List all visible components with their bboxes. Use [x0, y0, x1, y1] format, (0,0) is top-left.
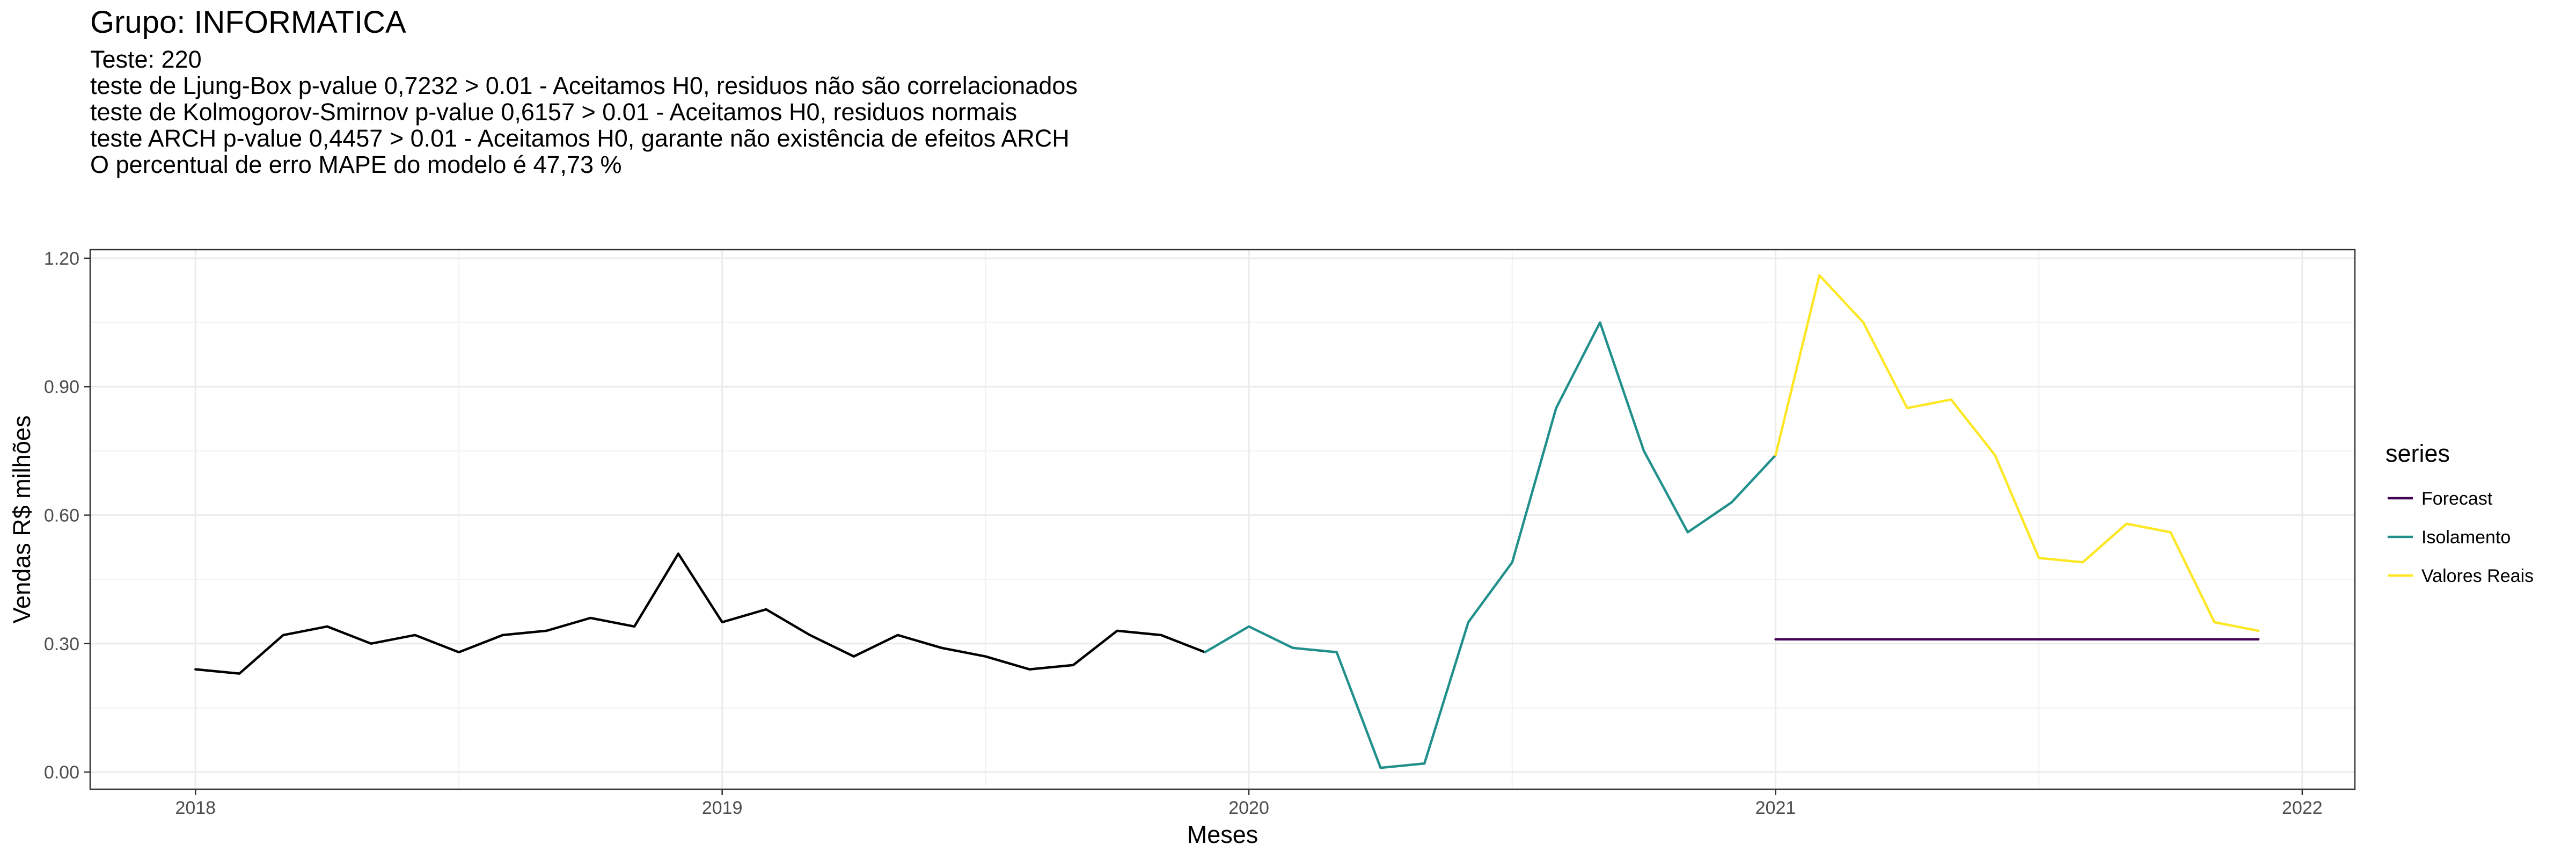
y-tick-label: 1.20: [44, 249, 79, 269]
x-axis-title: Meses: [1187, 821, 1258, 848]
plot-panel-background: [90, 250, 2355, 789]
series-line-historico: [194, 552, 1206, 675]
legend-title: series: [2385, 440, 2450, 467]
subtitle-line: teste de Kolmogorov-Smirnov p-value 0,61…: [90, 98, 1018, 126]
subtitle-line: O percentual de erro MAPE do modelo é 47…: [90, 151, 622, 178]
legend-label-forecast: Forecast: [2421, 489, 2493, 509]
x-tick-label: 2020: [1228, 798, 1269, 818]
series-line-isolamento: [1204, 321, 1777, 769]
y-axis-title: Vendas R$ milhões: [8, 416, 35, 624]
chart-subtitle: Teste: 220 teste de Ljung-Box p-value 0,…: [90, 46, 1078, 178]
subtitle-line: teste ARCH p-value 0,4457 > 0.01 - Aceit…: [90, 125, 1070, 152]
legend-label-isolamento: Isolamento: [2421, 527, 2511, 548]
subtitle-line: Teste: 220: [90, 46, 202, 73]
plot-panel-border: [89, 249, 2356, 790]
series-line-valores-reais: [1774, 274, 2260, 632]
subtitle-line: teste de Ljung-Box p-value 0,7232 > 0.01…: [90, 72, 1078, 99]
series-lines: [194, 274, 2260, 769]
grid: [90, 250, 2355, 789]
y-tick-label: 0.30: [44, 634, 79, 654]
x-tick-label: 2021: [1755, 798, 1796, 818]
legend: series Forecast Isolamento Valores Reais: [2385, 440, 2534, 586]
y-tick-label: 0.60: [44, 506, 79, 526]
x-tick-label: 2018: [175, 798, 216, 818]
axes: 2018 2019 2020 2021 2022 0.00 0.30 0.60 0.90 1.20: [44, 249, 2323, 818]
x-tick-label: 2022: [2282, 798, 2323, 818]
y-tick-label: 0.00: [44, 762, 79, 783]
x-tick-label: 2019: [702, 798, 743, 818]
chart-title: Grupo: INFORMATICA: [90, 5, 406, 40]
y-tick-label: 0.90: [44, 377, 79, 397]
legend-label-valores-reais: Valores Reais: [2421, 566, 2534, 586]
